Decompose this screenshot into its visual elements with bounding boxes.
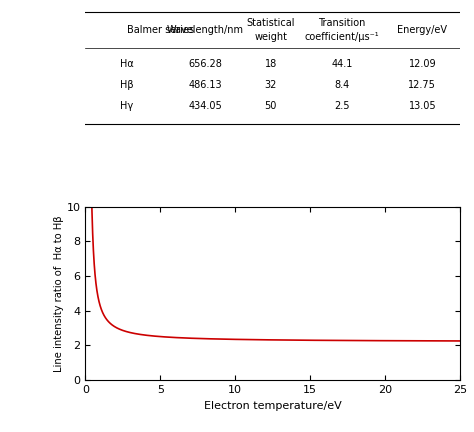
Text: 18: 18 <box>264 59 277 69</box>
Text: 486.13: 486.13 <box>188 80 222 90</box>
Text: 12.09: 12.09 <box>409 59 436 69</box>
Text: 434.05: 434.05 <box>188 102 222 111</box>
Text: 44.1: 44.1 <box>331 59 353 69</box>
Text: 50: 50 <box>264 102 277 111</box>
Text: coefficient/μs⁻¹: coefficient/μs⁻¹ <box>304 32 379 42</box>
Text: 12.75: 12.75 <box>409 80 436 90</box>
Text: Hγ: Hγ <box>120 102 133 111</box>
X-axis label: Electron temperature/eV: Electron temperature/eV <box>204 400 341 410</box>
Text: Balmer series: Balmer series <box>127 25 194 35</box>
Text: Statistical: Statistical <box>246 18 295 28</box>
Text: weight: weight <box>254 32 287 42</box>
Y-axis label: Line intensity ratio of  Hα to Hβ: Line intensity ratio of Hα to Hβ <box>54 215 64 372</box>
Text: Wavelength/nm: Wavelength/nm <box>167 25 244 35</box>
Text: 656.28: 656.28 <box>188 59 222 69</box>
Text: Hα: Hα <box>119 59 133 69</box>
Text: Energy/eV: Energy/eV <box>397 25 447 35</box>
Text: 13.05: 13.05 <box>409 102 436 111</box>
Text: 8.4: 8.4 <box>334 80 349 90</box>
Text: Hβ: Hβ <box>120 80 133 90</box>
Text: 32: 32 <box>264 80 277 90</box>
Text: Transition: Transition <box>318 18 365 28</box>
Text: 2.5: 2.5 <box>334 102 350 111</box>
